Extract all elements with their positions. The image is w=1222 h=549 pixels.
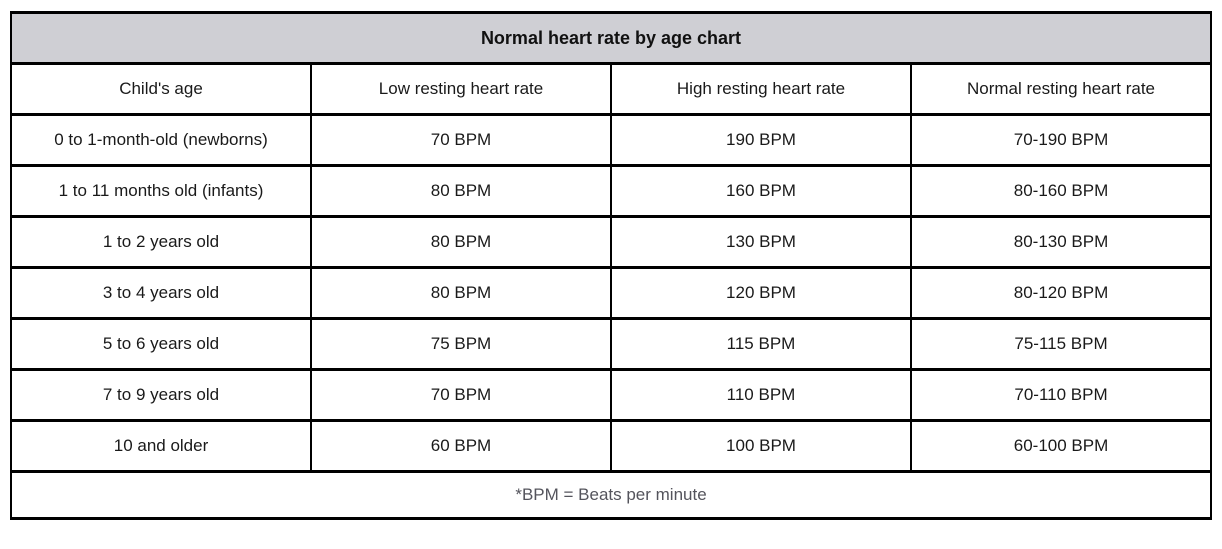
age-cell: 1 to 11 months old (infants)	[10, 164, 312, 218]
high-rate-cell: 190 BPM	[610, 113, 912, 167]
normal-range-cell: 75-115 BPM	[910, 317, 1212, 371]
age-cell: 5 to 6 years old	[10, 317, 312, 371]
normal-range-cell: 60-100 BPM	[910, 419, 1212, 473]
high-rate-cell: 110 BPM	[610, 368, 912, 422]
age-cell: 10 and older	[10, 419, 312, 473]
table-title-row: Normal heart rate by age chart	[10, 11, 1212, 65]
low-rate-cell: 80 BPM	[310, 266, 612, 320]
high-rate-cell: 100 BPM	[610, 419, 912, 473]
age-cell: 7 to 9 years old	[10, 368, 312, 422]
low-rate-cell: 80 BPM	[310, 215, 612, 269]
table-row: 7 to 9 years old 70 BPM 110 BPM 70-110 BPM	[10, 368, 1212, 422]
low-rate-cell: 75 BPM	[310, 317, 612, 371]
low-rate-cell: 80 BPM	[310, 164, 612, 218]
normal-range-cell: 70-110 BPM	[910, 368, 1212, 422]
age-cell: 0 to 1-month-old (newborns)	[10, 113, 312, 167]
column-header-high-resting: High resting heart rate	[610, 62, 912, 116]
low-rate-cell: 70 BPM	[310, 368, 612, 422]
table-header-row: Child's age Low resting heart rate High …	[10, 62, 1212, 116]
high-rate-cell: 160 BPM	[610, 164, 912, 218]
low-rate-cell: 70 BPM	[310, 113, 612, 167]
table-row: 1 to 11 months old (infants) 80 BPM 160 BP…	[10, 164, 1212, 218]
table-row: 3 to 4 years old 80 BPM 120 BPM 80-120 BPM	[10, 266, 1212, 320]
normal-range-cell: 70-190 BPM	[910, 113, 1212, 167]
low-rate-cell: 60 BPM	[310, 419, 612, 473]
table-title: Normal heart rate by age chart	[10, 11, 1212, 65]
table-row: 5 to 6 years old 75 BPM 115 BPM 75-115 BPM	[10, 317, 1212, 371]
table-row: 0 to 1-month-old (newborns) 70 BPM 190 BPM…	[10, 113, 1212, 167]
table-row: 10 and older 60 BPM 100 BPM 60-100 BPM	[10, 419, 1212, 473]
normal-range-cell: 80-160 BPM	[910, 164, 1212, 218]
table-footnote-row: *BPM = Beats per minute	[10, 470, 1212, 520]
normal-range-cell: 80-120 BPM	[910, 266, 1212, 320]
column-header-childs-age: Child's age	[10, 62, 312, 116]
age-cell: 1 to 2 years old	[10, 215, 312, 269]
heart-rate-table: Normal heart rate by age chart Child's a…	[10, 11, 1212, 520]
column-header-low-resting: Low resting heart rate	[310, 62, 612, 116]
normal-range-cell: 80-130 BPM	[910, 215, 1212, 269]
high-rate-cell: 115 BPM	[610, 317, 912, 371]
column-header-normal-resting: Normal resting heart rate	[910, 62, 1212, 116]
table-row: 1 to 2 years old 80 BPM 130 BPM 80-130 BPM	[10, 215, 1212, 269]
high-rate-cell: 120 BPM	[610, 266, 912, 320]
high-rate-cell: 130 BPM	[610, 215, 912, 269]
footnote: *BPM = Beats per minute	[10, 470, 1212, 520]
table-body: 0 to 1-month-old (newborns) 70 BPM 190 BPM…	[10, 113, 1212, 473]
age-cell: 3 to 4 years old	[10, 266, 312, 320]
